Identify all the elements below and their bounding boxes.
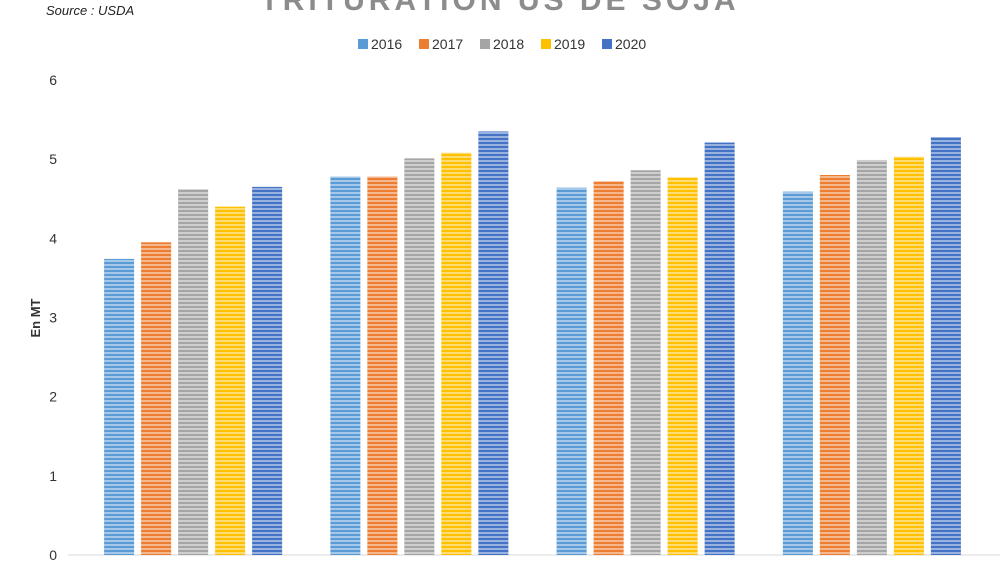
bar-stripes bbox=[593, 181, 624, 556]
legend: 2016 2017 2018 2019 2020 bbox=[358, 36, 646, 52]
bar-stripes bbox=[178, 189, 209, 555]
bar-stripes bbox=[704, 142, 735, 555]
bars bbox=[104, 131, 961, 556]
y-tick-label: 2 bbox=[49, 389, 57, 405]
bar-stripes bbox=[819, 175, 850, 555]
bar-stripes bbox=[330, 176, 361, 556]
bar-stripes bbox=[252, 186, 283, 555]
bar-stripes bbox=[478, 131, 509, 556]
bar-stripes bbox=[667, 177, 698, 555]
legend-label: 2016 bbox=[371, 36, 402, 52]
y-tick-label: 0 bbox=[49, 547, 57, 562]
y-tick-label: 5 bbox=[49, 151, 57, 167]
source-note: Source : USDA bbox=[46, 3, 135, 18]
legend-swatch bbox=[602, 39, 612, 49]
bar-stripes bbox=[441, 152, 472, 556]
legend-label: 2019 bbox=[554, 36, 585, 52]
bar-stripes bbox=[856, 159, 887, 556]
bar-stripes bbox=[556, 187, 587, 555]
chart-title: TRITURATION US DE SOJA bbox=[260, 0, 740, 17]
legend-swatch bbox=[480, 39, 490, 49]
bar-stripes bbox=[215, 206, 246, 555]
bar-stripes bbox=[782, 191, 813, 555]
legend-swatch bbox=[541, 39, 551, 49]
y-tick-label: 6 bbox=[49, 72, 57, 88]
y-tick-label: 3 bbox=[49, 310, 57, 326]
legend-label: 2020 bbox=[615, 36, 646, 52]
bar-stripes bbox=[630, 170, 661, 555]
bar-stripes bbox=[104, 258, 135, 555]
bar-stripes bbox=[930, 137, 961, 555]
legend-label: 2017 bbox=[432, 36, 463, 52]
bar-stripes bbox=[893, 156, 924, 555]
y-axis-label: En MT bbox=[28, 298, 43, 337]
bar-stripes bbox=[367, 176, 398, 556]
y-tick-label: 1 bbox=[49, 468, 57, 484]
legend-swatch bbox=[419, 39, 429, 49]
bar-stripes bbox=[404, 158, 435, 555]
legend-label: 2018 bbox=[493, 36, 524, 52]
y-tick-label: 4 bbox=[49, 230, 57, 246]
legend-swatch bbox=[358, 39, 368, 49]
bar-stripes bbox=[141, 242, 172, 555]
